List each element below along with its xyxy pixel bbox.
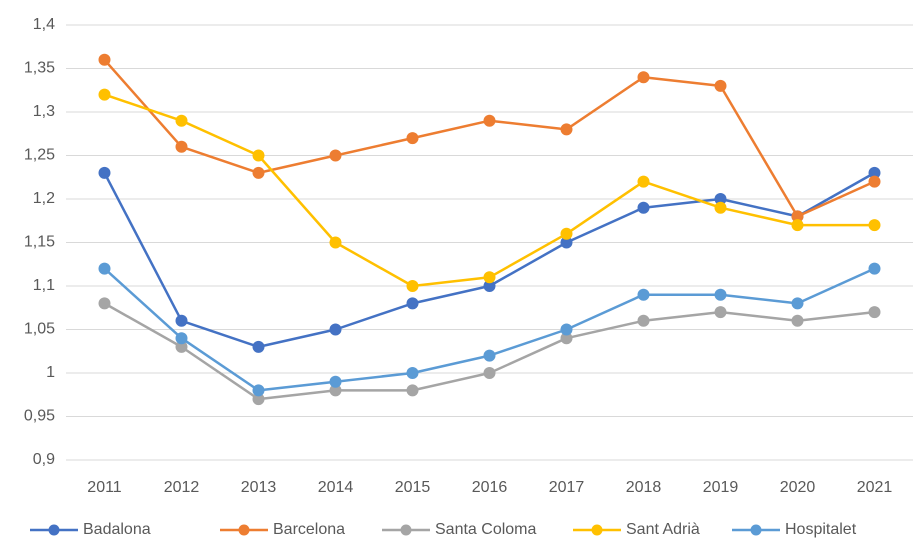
data-point: [637, 288, 650, 301]
data-point: [791, 314, 804, 327]
data-point: [175, 314, 188, 327]
x-tick-label: 2011: [87, 479, 122, 496]
x-tick-label: 2015: [395, 479, 431, 496]
data-point: [175, 140, 188, 153]
data-point: [560, 236, 573, 249]
legend-marker: [591, 524, 603, 536]
data-point: [714, 288, 727, 301]
data-point: [868, 306, 881, 319]
legend-label: Badalona: [83, 521, 151, 538]
y-tick-label: 0,95: [24, 408, 55, 425]
x-tick-label: 2020: [780, 479, 816, 496]
data-point: [868, 219, 881, 232]
data-point: [483, 114, 496, 127]
data-point: [560, 332, 573, 345]
data-point: [175, 114, 188, 127]
legend-label: Hospitalet: [785, 521, 857, 538]
data-point: [252, 384, 265, 397]
data-point: [252, 149, 265, 162]
data-point: [868, 175, 881, 188]
data-point: [483, 349, 496, 362]
y-tick-label: 1,2: [33, 190, 55, 207]
data-point: [329, 149, 342, 162]
data-point: [329, 375, 342, 388]
data-point: [483, 280, 496, 292]
data-point: [560, 227, 573, 240]
data-point: [406, 280, 419, 292]
y-tick-label: 1,15: [24, 234, 55, 251]
data-point: [714, 79, 727, 92]
data-point: [868, 262, 881, 275]
data-point: [252, 393, 265, 406]
data-point: [791, 297, 804, 310]
x-tick-label: 2014: [318, 479, 354, 496]
data-point: [98, 88, 111, 101]
data-point: [560, 323, 573, 336]
data-point: [329, 236, 342, 249]
data-point: [329, 323, 342, 336]
data-point: [98, 166, 111, 179]
data-point: [98, 297, 111, 310]
y-tick-label: 1,1: [33, 277, 55, 294]
data-point: [560, 123, 573, 136]
data-point: [637, 314, 650, 327]
x-tick-label: 2019: [703, 479, 739, 496]
x-tick-label: 2017: [549, 479, 585, 496]
legend-marker: [238, 524, 250, 536]
x-tick-label: 2012: [164, 479, 200, 496]
legend-marker: [750, 524, 762, 536]
y-tick-label: 1,35: [24, 60, 55, 77]
data-point: [483, 367, 496, 379]
data-point: [714, 201, 727, 214]
data-point: [98, 53, 111, 66]
y-tick-label: 0,9: [33, 451, 55, 468]
legend-label: Sant Adrià: [626, 521, 700, 538]
data-point: [175, 340, 188, 353]
data-point: [252, 340, 265, 353]
data-point: [714, 193, 727, 205]
legend-label: Barcelona: [273, 521, 345, 538]
data-point: [791, 219, 804, 232]
data-point: [637, 71, 650, 84]
y-tick-label: 1,25: [24, 147, 55, 164]
data-point: [868, 166, 881, 179]
data-point: [406, 297, 419, 310]
x-tick-label: 2013: [241, 479, 277, 496]
legend-label: Santa Coloma: [435, 521, 536, 538]
data-point: [483, 271, 496, 284]
data-point: [637, 175, 650, 188]
data-point: [714, 306, 727, 319]
x-tick-label: 2016: [472, 479, 508, 496]
legend-marker: [48, 524, 60, 536]
data-point: [406, 367, 419, 379]
data-point: [252, 166, 265, 179]
data-point: [329, 384, 342, 397]
data-point: [175, 332, 188, 345]
data-point: [637, 201, 650, 214]
y-tick-label: 1,4: [33, 16, 55, 33]
data-point: [406, 132, 419, 145]
legend-marker: [400, 524, 412, 536]
y-tick-label: 1,05: [24, 321, 55, 338]
x-tick-label: 2018: [626, 479, 662, 496]
data-point: [406, 384, 419, 397]
x-tick-label: 2021: [857, 479, 893, 496]
data-point: [98, 262, 111, 275]
y-tick-label: 1,3: [33, 103, 55, 120]
y-tick-label: 1: [46, 364, 55, 381]
data-point: [791, 210, 804, 223]
